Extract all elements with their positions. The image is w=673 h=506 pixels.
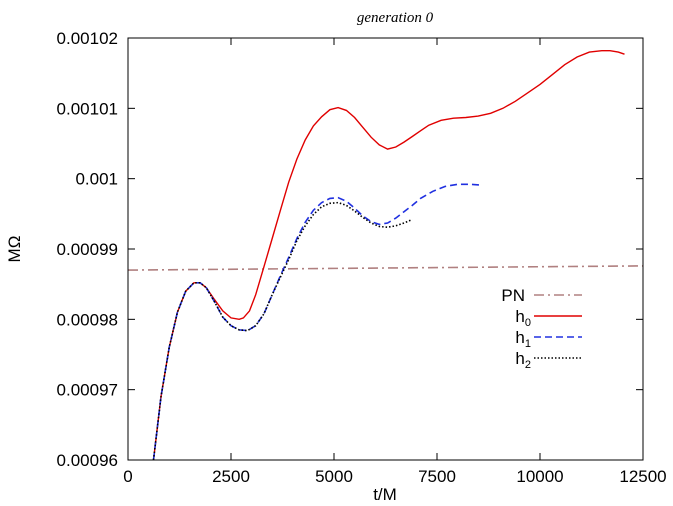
plot-lines [128,50,643,460]
legend-label: PN [501,286,525,305]
series-line-h0 [152,50,625,460]
y-tick-label: 0.00097 [57,381,118,400]
y-axis-label: MΩ [5,236,24,263]
y-tick-label: 0.00098 [57,310,118,329]
y-tick-label: 0.001 [75,170,118,189]
chart-title: generation 0 [357,10,434,26]
series-line-pn [128,265,643,271]
x-tick-label: 2500 [212,467,250,486]
y-tick-label: 0.00099 [57,240,118,259]
x-axis-label: t/M [373,485,397,504]
axis-ticks: 0 2500 5000 7500 10000 12500 0.00096 0.00097 0.0… [57,29,667,486]
x-tick-label: 12500 [619,467,666,486]
y-tick-label: 0.00102 [57,29,118,48]
x-tick-label: 7500 [418,467,456,486]
plot-frame [127,37,644,461]
x-tick-label: 5000 [315,467,353,486]
x-tick-label: 0 [123,467,132,486]
y-tick-label: 0.00096 [57,451,118,470]
y-tick-label: 0.00101 [57,99,118,118]
x-tick-label: 10000 [516,467,563,486]
series-line-h2 [152,201,413,460]
